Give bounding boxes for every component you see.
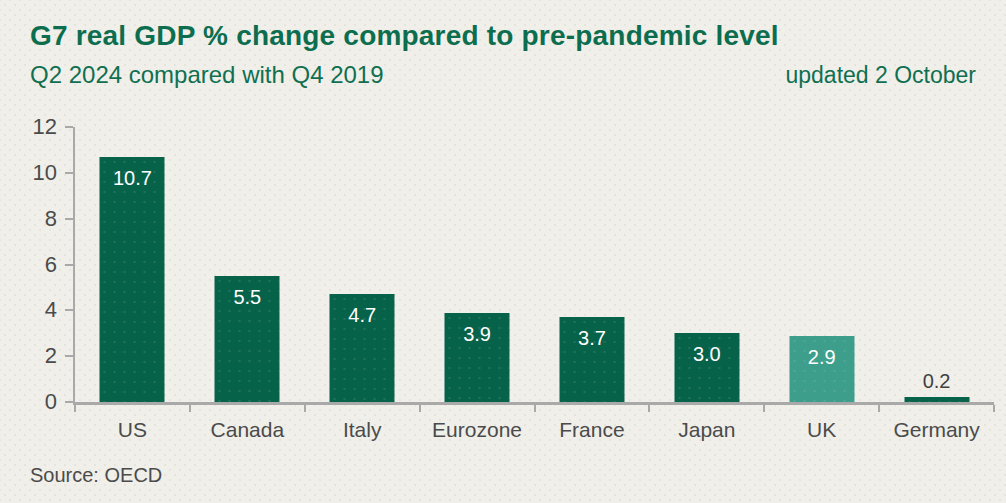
y-tick-label: 8 (13, 206, 57, 232)
source-label: Source: OECD (30, 464, 162, 487)
bar-slot-uk: 2.9UK (764, 127, 879, 402)
x-tick-label-uk: UK (764, 418, 879, 442)
y-tick-mark (65, 126, 73, 128)
bar-slot-japan: 3.0Japan (649, 127, 764, 402)
bar-uk: 2.9 (789, 336, 854, 402)
x-tick-mark (189, 405, 191, 412)
bar-slot-eurozone: 3.9Eurozone (420, 127, 535, 402)
bar-value-label: 0.2 (879, 370, 994, 393)
x-tick-mark (534, 405, 536, 412)
bar-slot-france: 3.7France (535, 127, 650, 402)
bar-eurozone: 3.9 (445, 313, 510, 402)
x-tick-label-germany: Germany (879, 418, 994, 442)
updated-label: updated 2 October (785, 62, 976, 89)
bar-value-label: 3.9 (445, 323, 510, 346)
y-tick-mark (65, 218, 73, 220)
x-tick-label-eurozone: Eurozone (420, 418, 535, 442)
y-tick-label: 10 (13, 160, 57, 186)
bar-value-label: 5.5 (215, 286, 280, 309)
y-tick-mark (65, 401, 73, 403)
bar-value-label: 10.7 (100, 167, 165, 190)
y-tick-label: 12 (13, 114, 57, 140)
x-tick-mark (648, 405, 650, 412)
x-tick-label-japan: Japan (649, 418, 764, 442)
x-tick-mark (419, 405, 421, 412)
x-tick-label-italy: Italy (305, 418, 420, 442)
x-tick-label-france: France (535, 418, 650, 442)
chart-subtitle: Q2 2024 compared with Q4 2019 (30, 61, 384, 89)
x-tick-mark (304, 405, 306, 412)
plot-area: 10.7US5.5Canada4.7Italy3.9Eurozone3.7Fra… (73, 127, 994, 405)
x-tick-mark (763, 405, 765, 412)
bar-slots: 10.7US5.5Canada4.7Italy3.9Eurozone3.7Fra… (75, 127, 994, 402)
y-tick-mark (65, 355, 73, 357)
bar-france: 3.7 (559, 317, 624, 402)
bar-italy: 4.7 (330, 294, 395, 402)
y-tick-label: 0 (13, 389, 57, 415)
x-tick-label-canada: Canada (190, 418, 305, 442)
bar-japan: 3.0 (674, 333, 739, 402)
x-tick-label-us: US (75, 418, 190, 442)
bar-slot-us: 10.7US (75, 127, 190, 402)
chart-canvas: G7 real GDP % change compared to pre-pan… (0, 0, 1006, 503)
chart-title: G7 real GDP % change compared to pre-pan… (30, 20, 779, 52)
bar-value-label: 3.7 (559, 327, 624, 350)
bar-value-label: 3.0 (674, 343, 739, 366)
x-tick-mark (74, 405, 76, 412)
y-tick-mark (65, 172, 73, 174)
bar-value-label: 2.9 (789, 346, 854, 369)
y-tick-label: 2 (13, 343, 57, 369)
bar-value-label: 4.7 (330, 304, 395, 327)
bar-slot-germany: 0.2Germany (879, 127, 994, 402)
y-tick-mark (65, 264, 73, 266)
bar-germany (904, 397, 969, 402)
bar-slot-canada: 5.5Canada (190, 127, 305, 402)
y-tick-label: 6 (13, 252, 57, 278)
x-tick-mark (878, 405, 880, 412)
bar-canada: 5.5 (215, 276, 280, 402)
bar-us: 10.7 (100, 157, 165, 402)
x-tick-mark (993, 405, 995, 412)
y-tick-mark (65, 309, 73, 311)
bar-slot-italy: 4.7Italy (305, 127, 420, 402)
subtitle-row: Q2 2024 compared with Q4 2019 updated 2 … (30, 61, 976, 89)
y-tick-label: 4 (13, 297, 57, 323)
